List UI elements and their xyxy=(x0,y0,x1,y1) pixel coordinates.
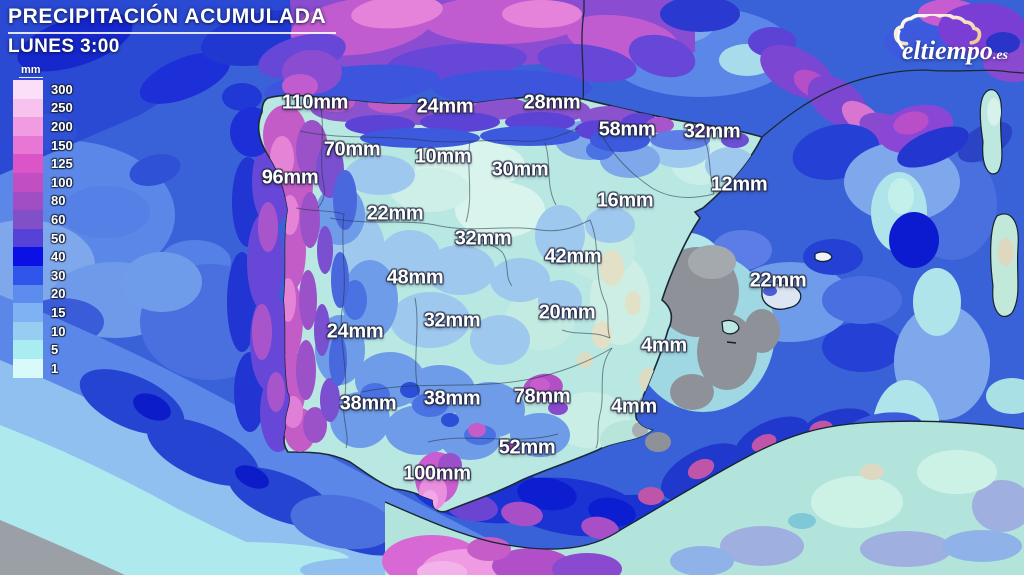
legend-value: 250 xyxy=(51,100,73,116)
legend-entries: 300 250 200 150 125 100 80 60 50 40 30 20 15 10 5 1 xyxy=(13,80,73,378)
legend-swatch xyxy=(13,321,43,341)
legend-swatch xyxy=(13,117,43,136)
precip-value-label: 4mm xyxy=(641,334,687,357)
precip-value-label: 32mm xyxy=(423,309,481,332)
precip-value-label: 110mm xyxy=(281,91,349,114)
precipitation-legend: mm 300 250 200 150 125 100 80 60 50 40 30 20 15 10 5 1 xyxy=(13,60,73,378)
precip-value-label: 28mm xyxy=(523,91,581,114)
legend-swatch xyxy=(13,191,43,211)
logo-text: eltiempo.es xyxy=(902,36,1008,66)
legend-value: 5 xyxy=(51,342,59,358)
legend-row: 40 xyxy=(13,247,73,266)
legend-row: 200 xyxy=(13,117,73,136)
legend-row: 80 xyxy=(13,191,73,211)
precip-value-label: 4mm xyxy=(611,395,657,418)
legend-row: 30 xyxy=(13,265,73,285)
legend-row: 250 xyxy=(13,98,73,118)
legend-value: 80 xyxy=(51,193,66,209)
legend-value: 30 xyxy=(51,267,66,283)
legend-value: 50 xyxy=(51,230,66,246)
iberia-precip-fields xyxy=(263,95,755,512)
legend-value: 125 xyxy=(51,156,73,172)
cloud-icon xyxy=(893,14,982,50)
legend-value: 300 xyxy=(51,81,73,97)
legend-swatch xyxy=(13,358,43,378)
legend-swatch xyxy=(13,303,43,322)
legend-swatch xyxy=(13,154,43,173)
legend-row: 5 xyxy=(13,340,73,359)
legend-swatch xyxy=(13,135,43,155)
logo-brand: eltiempo xyxy=(901,36,993,65)
precip-value-label: 48mm xyxy=(386,266,444,289)
legend-swatch xyxy=(13,284,43,304)
forecast-time: LUNES 3:00 xyxy=(8,36,120,57)
precip-value-label: 78mm xyxy=(513,385,571,408)
legend-swatch xyxy=(13,265,43,285)
precip-value-label: 58mm xyxy=(598,118,656,141)
legend-row: 300 xyxy=(13,80,73,99)
legend-row: 50 xyxy=(13,228,73,248)
precip-value-label: 96mm xyxy=(261,166,319,189)
legend-swatch xyxy=(13,172,43,192)
precip-value-label: 38mm xyxy=(423,387,481,410)
legend-row: 125 xyxy=(13,154,73,173)
legend-row: 1 xyxy=(13,358,73,378)
eltiempo-logo: eltiempo.es xyxy=(868,14,1008,66)
precip-value-label: 52mm xyxy=(498,436,556,459)
legend-value: 20 xyxy=(51,286,66,302)
precip-value-label: 22mm xyxy=(366,202,424,225)
legend-swatch xyxy=(13,228,43,248)
legend-value: 40 xyxy=(51,249,66,265)
legend-swatch xyxy=(13,98,43,118)
legend-row: 60 xyxy=(13,210,73,229)
legend-swatch xyxy=(13,80,43,99)
africa-coastline xyxy=(384,420,1024,550)
precip-value-label: 24mm xyxy=(416,95,474,118)
logo-tld: .es xyxy=(992,48,1008,63)
province-borders xyxy=(295,103,715,449)
precip-value-label: 10mm xyxy=(414,145,472,168)
legend-value: 200 xyxy=(51,118,73,134)
legend-value: 150 xyxy=(51,137,73,153)
precip-value-label: 38mm xyxy=(339,392,397,415)
legend-row: 20 xyxy=(13,284,73,304)
precip-value-label: 42mm xyxy=(544,245,602,268)
legend-value: 15 xyxy=(51,304,66,320)
precip-value-label: 16mm xyxy=(596,189,654,212)
legend-swatch xyxy=(13,210,43,229)
precip-value-label: 20mm xyxy=(538,301,596,324)
precip-value-label: 100mm xyxy=(403,462,471,485)
precip-value-label: 32mm xyxy=(454,227,512,250)
legend-row: 150 xyxy=(13,135,73,155)
precip-value-label: 32mm xyxy=(683,120,741,143)
legend-value: 1 xyxy=(51,360,59,376)
legend-unit-label: mm xyxy=(19,64,43,78)
page-title: PRECIPITACIÓN ACUMULADA xyxy=(8,5,337,34)
ibiza-island xyxy=(721,319,740,335)
africa-landmass xyxy=(382,420,1024,575)
islands xyxy=(721,89,1019,344)
france-coastline xyxy=(581,0,1024,138)
legend-swatch xyxy=(13,340,43,359)
legend-value: 100 xyxy=(51,174,73,190)
precip-value-label: 22mm xyxy=(749,269,807,292)
legend-row: 15 xyxy=(13,303,73,322)
precip-value-label: 24mm xyxy=(326,320,384,343)
legend-row: 10 xyxy=(13,321,73,341)
precip-value-label: 70mm xyxy=(323,138,381,161)
formentera-island xyxy=(726,341,737,344)
precip-value-label: 30mm xyxy=(491,158,549,181)
legend-row: 100 xyxy=(13,172,73,192)
titlebar: PRECIPITACIÓN ACUMULADA LUNES 3:00 xyxy=(8,5,337,58)
legend-swatch xyxy=(13,247,43,266)
legend-value: 10 xyxy=(51,323,66,339)
precip-value-label: 12mm xyxy=(710,173,768,196)
legend-value: 60 xyxy=(51,211,66,227)
menorca-island xyxy=(814,251,833,263)
